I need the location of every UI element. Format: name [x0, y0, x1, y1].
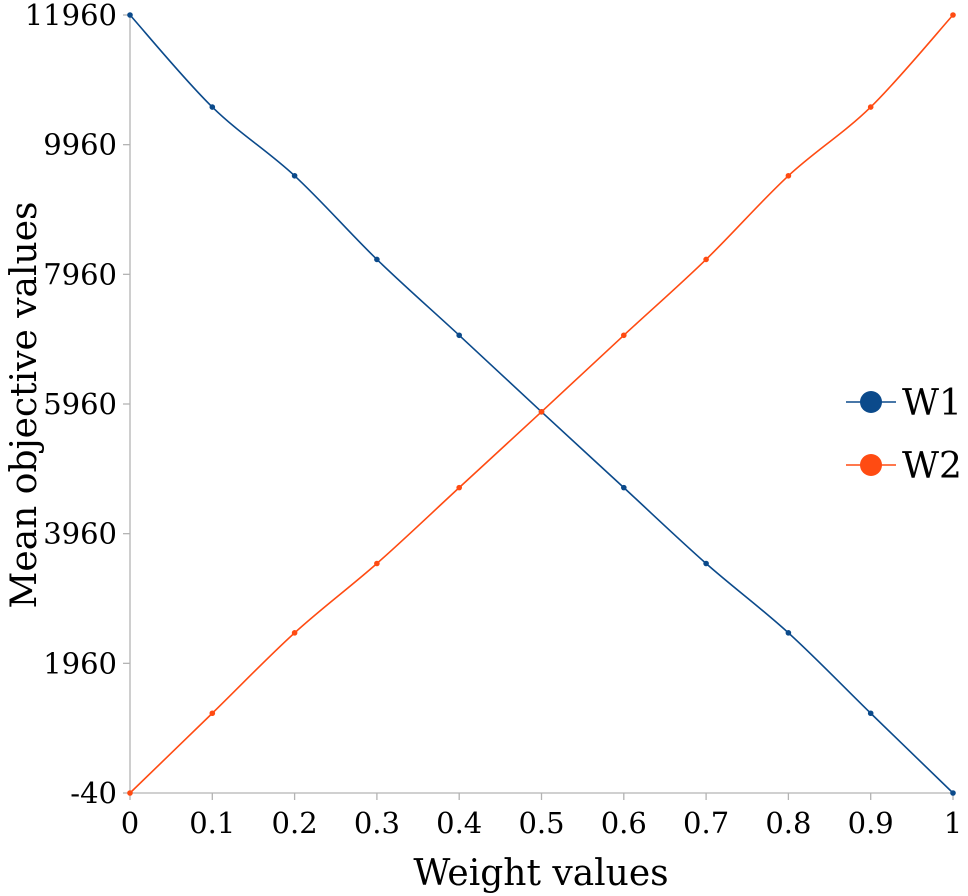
data-point-w1 — [950, 790, 956, 796]
x-tick-label: 0.3 — [354, 806, 400, 840]
series-line-w1 — [129, 14, 954, 794]
data-point-w1 — [374, 256, 380, 263]
x-tick-label: 0.1 — [189, 806, 235, 840]
data-point-w2 — [374, 560, 380, 567]
x-tick-label: 0.4 — [436, 806, 482, 840]
data-point-w1 — [209, 104, 216, 110]
data-point-w2 — [950, 12, 956, 18]
y-tick-label: 7960 — [43, 257, 117, 291]
data-point-w2 — [703, 256, 709, 263]
x-tick-label: 0.6 — [601, 806, 647, 840]
y-tick-label: 3960 — [43, 517, 117, 551]
legend-label-w2: W2 — [902, 446, 962, 487]
y-tick-label: 5960 — [43, 387, 117, 421]
x-tick-label: 0.7 — [683, 806, 729, 840]
legend-marker-w2 — [860, 454, 882, 476]
data-point-w2 — [209, 710, 216, 717]
data-point-w1 — [785, 630, 792, 636]
x-axis-title: Weight values — [413, 853, 668, 894]
tick-labels: -40 1960 3960 5960 7960 9960 11960 0 0.1 0.2 0.3 0.… — [25, 0, 962, 840]
data-point-w1 — [703, 560, 709, 567]
x-tick-label: 0.8 — [765, 806, 811, 840]
x-tick-label: 0.5 — [518, 806, 564, 840]
data-point-w1 — [456, 332, 463, 339]
legend: W1 W2 — [846, 383, 962, 487]
data-point-w2 — [456, 484, 463, 491]
axes — [123, 14, 954, 800]
data-point-w2 — [785, 172, 792, 179]
series-layer — [127, 12, 956, 796]
legend-label-w1: W1 — [902, 383, 962, 424]
data-point-w1 — [867, 710, 874, 717]
data-point-w2 — [538, 408, 545, 415]
data-point-w2 — [621, 332, 627, 339]
y-tick-label: 1960 — [43, 646, 117, 680]
y-tick-label: 9960 — [43, 128, 117, 162]
y-axis-title: Mean objective values — [4, 202, 45, 609]
x-tick-label: 1 — [944, 806, 962, 840]
y-tick-label: 11960 — [25, 0, 117, 32]
data-point-w1 — [291, 172, 298, 179]
data-point-w2 — [127, 790, 133, 796]
x-tick-label: 0 — [121, 806, 139, 840]
y-tick-label: -40 — [70, 776, 117, 810]
data-point-w2 — [867, 104, 874, 110]
legend-marker-w1 — [860, 391, 882, 413]
data-point-w1 — [621, 484, 627, 491]
series-line-w2 — [129, 14, 954, 794]
x-tick-label: 0.2 — [272, 806, 318, 840]
data-point-w1 — [127, 12, 133, 18]
data-point-w2 — [291, 630, 298, 636]
x-tick-label: 0.9 — [848, 806, 894, 840]
